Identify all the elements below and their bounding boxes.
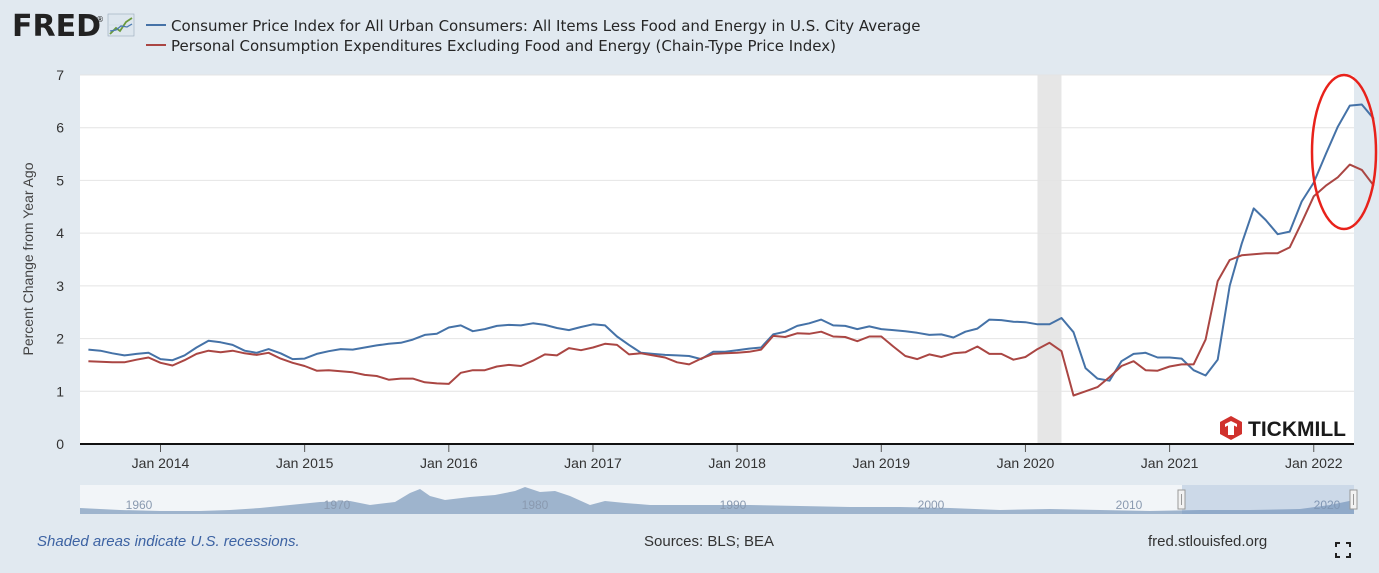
navigator-handle-left[interactable] [1177,489,1186,510]
y-tick-label: 6 [56,120,64,136]
legend-item-cpi[interactable]: Consumer Price Index for All Urban Consu… [146,17,921,35]
recession-shading-layer [1037,75,1062,444]
x-tick-label: Jan 2018 [708,455,766,471]
navigator-area [80,487,1354,514]
y-tick-label: 3 [56,278,64,294]
navigator-year-label: 1970 [324,498,351,512]
gridlines [80,74,1354,392]
y-axis-title: Percent Change from Year Ago [20,162,36,355]
highlight-circle-annotation [1310,73,1378,231]
plot-area [80,75,1354,444]
x-tick-label: Jan 2020 [997,455,1055,471]
navigator-year-label: 2010 [1116,498,1143,512]
navigator-selected-range[interactable] [1182,485,1354,514]
x-tick-label: Jan 2017 [564,455,622,471]
fullscreen-icon[interactable] [1335,542,1351,558]
legend: Consumer Price Index for All Urban Consu… [146,17,921,55]
legend-label-cpi: Consumer Price Index for All Urban Consu… [171,17,921,35]
x-tick-label: Jan 2015 [276,455,334,471]
x-tick-label: Jan 2021 [1141,455,1199,471]
tickmill-watermark: TICKMILL [1220,416,1346,441]
legend-label-pce: Personal Consumption Expenditures Exclud… [171,37,836,55]
x-tick-label: Jan 2016 [420,455,478,471]
site-url[interactable]: fred.stlouisfed.org [1148,533,1268,550]
x-axis-ticks: Jan 2014 Jan 2015 Jan 2016 Jan 2017 Jan 2018… [132,444,1343,471]
range-navigator[interactable]: 1960 1970 1980 1990 2000 2010 2020 [80,485,1358,514]
y-tick-label: 4 [56,225,64,241]
navigator-year-label: 2000 [918,498,945,512]
recession-note: Shaded areas indicate U.S. recessions. [37,533,300,550]
x-tick-label: Jan 2022 [1285,455,1343,471]
navigator-year-labels: 1960 1970 1980 1990 2000 2010 2020 [126,498,1341,512]
fred-logo-registered: ® [96,15,104,24]
fred-chart-icon [107,13,135,37]
y-tick-label: 2 [56,331,64,347]
series-line-pce[interactable] [88,163,1375,397]
series-line-cpi[interactable] [88,103,1375,382]
tickmill-hex-logo-icon [1220,416,1242,440]
navigator-year-label: 1980 [522,498,549,512]
y-axis-ticks: 0 1 2 3 4 5 6 7 [56,67,64,452]
y-tick-label: 0 [56,436,64,452]
y-tick-label: 7 [56,67,64,83]
fred-logo-text: FRED [12,9,101,44]
x-tick-label: Jan 2014 [132,455,190,471]
legend-item-pce[interactable]: Personal Consumption Expenditures Exclud… [146,37,836,55]
series-layer [88,103,1375,397]
y-tick-label: 1 [56,383,64,399]
recession-band [1037,75,1062,444]
sources-text: Sources: BLS; BEA [644,533,775,550]
y-tick-label: 5 [56,172,64,188]
navigator-handle-right[interactable] [1349,489,1358,510]
tickmill-text: TICKMILL [1248,418,1346,441]
fred-logo[interactable]: FRED ® [12,9,135,44]
navigator-year-label: 2020 [1314,498,1341,512]
x-tick-label: Jan 2019 [852,455,910,471]
navigator-year-label: 1960 [126,498,153,512]
navigator-year-label: 1990 [720,498,747,512]
